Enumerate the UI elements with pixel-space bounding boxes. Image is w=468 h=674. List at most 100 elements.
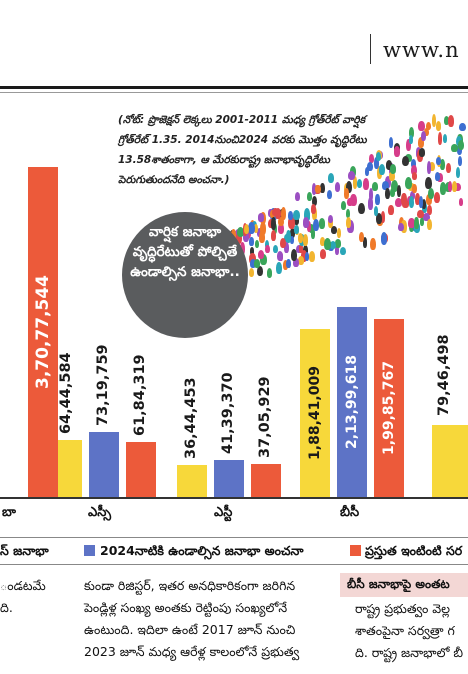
category-label-sc: ఎస్సీ xyxy=(88,505,112,520)
crowd-figure xyxy=(240,241,246,255)
crowd-figure xyxy=(380,232,387,245)
crowd-figure xyxy=(350,194,357,206)
side-article-line: రాష్ట్ర ప్రభుత్వం వెల్ల xyxy=(355,601,451,616)
top-rule xyxy=(0,86,468,89)
crowd-figure xyxy=(345,217,352,229)
crowd-figure xyxy=(412,184,417,194)
crowd-figure xyxy=(248,267,254,277)
crowd-figure xyxy=(348,171,355,181)
crowd-figure xyxy=(289,227,296,239)
side-article-header xyxy=(340,573,468,597)
crowd-figure xyxy=(243,223,249,235)
bar-survey xyxy=(251,464,281,497)
crowd-figure xyxy=(340,246,347,256)
bar-value-label: 36,44,453 xyxy=(183,376,199,459)
crowd-figure xyxy=(415,193,420,205)
crowd-figure xyxy=(417,210,424,219)
crowd-figure xyxy=(319,236,326,246)
crowd-figure xyxy=(440,158,445,170)
bar-partial xyxy=(432,425,468,497)
crowd-figure xyxy=(300,250,307,262)
category-label-st: ఎస్టీ xyxy=(214,505,233,520)
crowd-figure xyxy=(306,221,311,233)
crowd-figure xyxy=(423,127,429,136)
crowd-figure xyxy=(455,166,461,178)
crowd-figure xyxy=(408,183,415,192)
crowd-figure xyxy=(249,237,254,247)
legend-label-projected: 2024నాటికి ఉండాల్సిన జనాభా అంచనా xyxy=(100,543,304,558)
crowd-figure xyxy=(330,240,336,250)
crowd-figure xyxy=(459,122,466,132)
crowd-figure xyxy=(382,180,389,190)
crowd-figure xyxy=(374,157,379,169)
crowd-figure xyxy=(279,238,286,249)
crowd-figure xyxy=(259,231,265,243)
crowd-figure xyxy=(367,162,373,172)
legend-swatch-survey xyxy=(350,545,361,556)
crowd-figure xyxy=(326,190,332,200)
crowd-figure xyxy=(287,216,295,229)
crowd-figure xyxy=(389,170,396,181)
crowd-figure xyxy=(310,228,316,239)
bar-value-label: 64,44,584 xyxy=(58,352,74,434)
crowd-figure xyxy=(302,244,309,256)
bar-survey xyxy=(126,441,156,497)
crowd-figure xyxy=(266,267,273,278)
crowd-figure xyxy=(295,192,301,201)
bar-survey: 1,99,85,767 xyxy=(374,319,404,497)
crowd-figure xyxy=(257,213,265,222)
bar-value-label: 1,88,41,009 xyxy=(307,366,323,461)
side-article-line: ది. రాష్ట్ర జనాభాలో బీ xyxy=(355,645,464,660)
crowd-figure xyxy=(401,220,407,233)
crowd-figure xyxy=(270,217,276,230)
bar-value-label: 2,13,99,618 xyxy=(344,354,360,449)
crowd-figure xyxy=(435,120,442,131)
crowd-figure xyxy=(434,191,441,203)
bar-projected xyxy=(214,460,244,497)
crowd-figure xyxy=(286,259,291,269)
crowd-figure xyxy=(257,249,264,259)
crowd-figure xyxy=(447,115,454,127)
legend-bar xyxy=(0,537,468,565)
crowd-figure xyxy=(274,207,281,219)
crowd-figure xyxy=(369,153,375,163)
bar-value-label: 73,19,759 xyxy=(95,344,111,426)
crowd-figure xyxy=(447,181,452,192)
crowd-figure xyxy=(280,206,286,220)
crowd-figure xyxy=(375,213,382,225)
crowd-figure xyxy=(256,265,263,277)
legend-swatch-projected xyxy=(84,545,95,556)
info-bubble: వార్షిక జనాభా వృద్ధిరేటుతో పోల్చితే ఉండా… xyxy=(122,212,248,338)
crowd-figure xyxy=(428,187,435,199)
crowd-figure xyxy=(427,218,432,230)
chart-baseline xyxy=(0,497,468,499)
crowd-figure xyxy=(308,223,315,233)
crowd-figure xyxy=(334,181,341,192)
crowd-figure xyxy=(444,115,450,125)
crowd-figure xyxy=(409,135,414,144)
crowd-figure xyxy=(353,176,358,189)
crowd-figure xyxy=(315,185,321,194)
crowd-figure xyxy=(362,177,370,190)
crowd-figure xyxy=(259,222,267,235)
crowd-figure xyxy=(247,221,255,235)
legend-label-survey: ప్రస్తుత ఇంటింటి సర xyxy=(365,543,463,558)
crowd-figure xyxy=(370,237,376,251)
crowd-figure xyxy=(318,218,326,230)
crowd-figure xyxy=(309,251,316,263)
crowd-figure xyxy=(408,217,415,228)
crowd-figure xyxy=(290,248,297,262)
crowd-figure xyxy=(277,250,284,262)
crowd-figure xyxy=(313,219,319,232)
crowd-figure xyxy=(293,209,300,220)
crowd-figure xyxy=(458,155,463,166)
bar-value-label: 3,70,77,544 xyxy=(33,274,53,389)
crowd-figure xyxy=(311,182,317,195)
crowd-figure xyxy=(362,237,367,248)
crowd-figure xyxy=(446,163,452,174)
crowd-figure xyxy=(388,205,394,215)
bar-existing xyxy=(177,464,207,497)
crowd-figure xyxy=(242,231,250,243)
article-col2-line: ఉంటుంది. ఇదిలా ఉంటే 2017 జూన్ నుంచి xyxy=(84,622,296,637)
crowd-figure xyxy=(367,197,374,210)
